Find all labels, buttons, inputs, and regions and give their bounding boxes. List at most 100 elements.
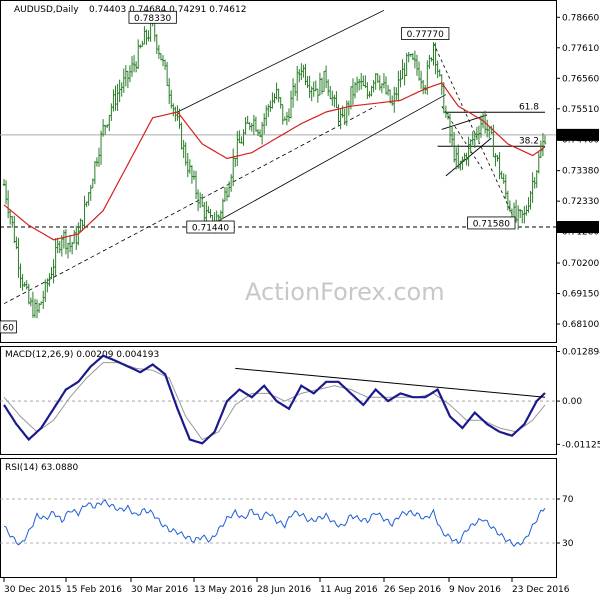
axes: 0.786600.776100.765600.755100.744600.733… — [3, 13, 600, 595]
ohlc-bar — [324, 65, 328, 89]
ohlc-bar — [281, 104, 284, 125]
ohlc-bar — [322, 70, 326, 92]
ohlc-bar — [438, 69, 441, 77]
ohlc-bar — [70, 241, 74, 255]
ohlc-bar — [79, 218, 82, 232]
ohlc-bar — [132, 55, 136, 73]
ohlc-bar — [543, 135, 547, 145]
fib-label: 38.2 — [519, 136, 539, 146]
ohlc-bar — [157, 44, 161, 59]
y-tick-label: 0.69150 — [562, 290, 599, 300]
ohlc-bar — [417, 61, 421, 81]
triangle-line — [441, 114, 488, 130]
ohlc-bar — [75, 225, 78, 251]
ema-line — [3, 82, 546, 241]
ohlc-bar — [310, 86, 313, 102]
ohlc-bar — [120, 82, 123, 97]
macd-tick-label: 0.00 — [562, 397, 582, 407]
ohlc-bar — [362, 75, 365, 86]
ohlc-bar — [186, 153, 189, 178]
ohlc-bar — [229, 174, 233, 192]
annotation-text: 0.71580 — [473, 219, 510, 229]
ohlc-bar — [407, 51, 410, 63]
ohlc-bar — [83, 195, 86, 227]
ohlc-bar — [525, 205, 528, 216]
x-tick-label: 11 Aug 2016 — [320, 585, 378, 595]
ohlc-bar — [426, 60, 429, 95]
ohlc-bar — [366, 82, 369, 99]
ohlc-bar — [384, 76, 388, 95]
macd-title: MACD(12,26,9) 0.00209 0.004193 — [5, 350, 159, 360]
ohlc-bar — [287, 108, 291, 122]
ohlc-bar — [209, 208, 212, 219]
ohlc-bar — [498, 152, 501, 180]
ohlc-bar — [103, 124, 107, 136]
macd-plot — [0, 354, 556, 445]
ohlc-bar — [184, 142, 187, 166]
ohlc-bar — [89, 184, 92, 201]
ohlc-readout: 0.74403 0.74684 0.74291 0.74612 — [89, 5, 246, 15]
channel-line — [3, 105, 376, 305]
ohlc-bar — [378, 75, 382, 91]
ohlc-bar — [411, 53, 415, 61]
ohlc-bar — [314, 80, 317, 92]
ohlc-bar — [254, 116, 258, 132]
ohlc-bar — [376, 73, 379, 83]
ohlc-bar — [252, 114, 256, 136]
ohlc-bar — [62, 230, 66, 249]
ohlc-bar — [13, 215, 16, 244]
ohlc-bar — [415, 54, 419, 76]
ohlc-bar — [393, 86, 396, 113]
ohlc-bar — [114, 85, 117, 111]
macd-signal-line — [3, 362, 546, 441]
ohlc-bar — [535, 170, 538, 188]
ohlc-bar — [44, 279, 47, 303]
ohlc-bar — [122, 68, 125, 93]
ohlc-bar — [380, 83, 384, 94]
ohlc-bar — [250, 122, 253, 132]
ohlc-bar — [225, 187, 229, 201]
ohlc-bar — [159, 53, 163, 61]
ohlc-bar — [262, 113, 266, 135]
ohlc-bar — [508, 200, 512, 213]
ohlc-bar — [180, 122, 183, 150]
ohlc-bar — [320, 77, 324, 95]
ohlc-bar — [2, 178, 6, 186]
ohlc-bar — [488, 127, 491, 139]
ohlc-bar — [139, 44, 142, 49]
ohlc-bar — [269, 100, 272, 112]
y-tick-label: 0.73380 — [562, 167, 599, 177]
y-tick-label: 0.78660 — [562, 13, 599, 23]
ohlc-bar — [19, 263, 22, 289]
ohlc-bar — [17, 237, 20, 278]
ohlc-bar — [273, 93, 276, 104]
symbol-title: AUDUSD,Daily — [14, 5, 79, 15]
ohlc-bar — [58, 240, 61, 254]
annotation-box — [401, 27, 450, 40]
ohlc-bar — [521, 210, 524, 224]
ohlc-bar — [99, 130, 103, 165]
ohlc-bar — [126, 70, 130, 89]
ohlc-bar — [331, 90, 334, 106]
ohlc-bar — [541, 133, 545, 157]
ohlc-bar — [357, 78, 361, 91]
ohlc-bar — [234, 157, 237, 168]
ohlc-bar — [395, 87, 398, 101]
ohlc-bar — [260, 121, 264, 145]
ohlc-bar — [413, 50, 417, 69]
annotation-text: 60 — [2, 323, 14, 333]
last-price-box — [557, 128, 599, 141]
x-tick-label: 30 Mar 2016 — [131, 585, 188, 595]
ohlc-bar — [223, 186, 227, 202]
price-plot: 61.8 38.2 0.78330 0.77770 0.71440 0.71580 60 — [0, 9, 556, 333]
ohlc-bar — [163, 59, 167, 70]
ohlc-bar — [335, 91, 338, 109]
ohlc-bar — [165, 61, 169, 87]
y-tick-label: 0.77610 — [562, 44, 599, 54]
ohlc-bar — [248, 122, 251, 130]
x-tick-label: 23 Dec 2016 — [512, 585, 570, 595]
ohlc-bar — [194, 170, 198, 200]
ohlc-bar — [275, 82, 278, 100]
x-tick-label: 15 Feb 2016 — [66, 585, 122, 595]
